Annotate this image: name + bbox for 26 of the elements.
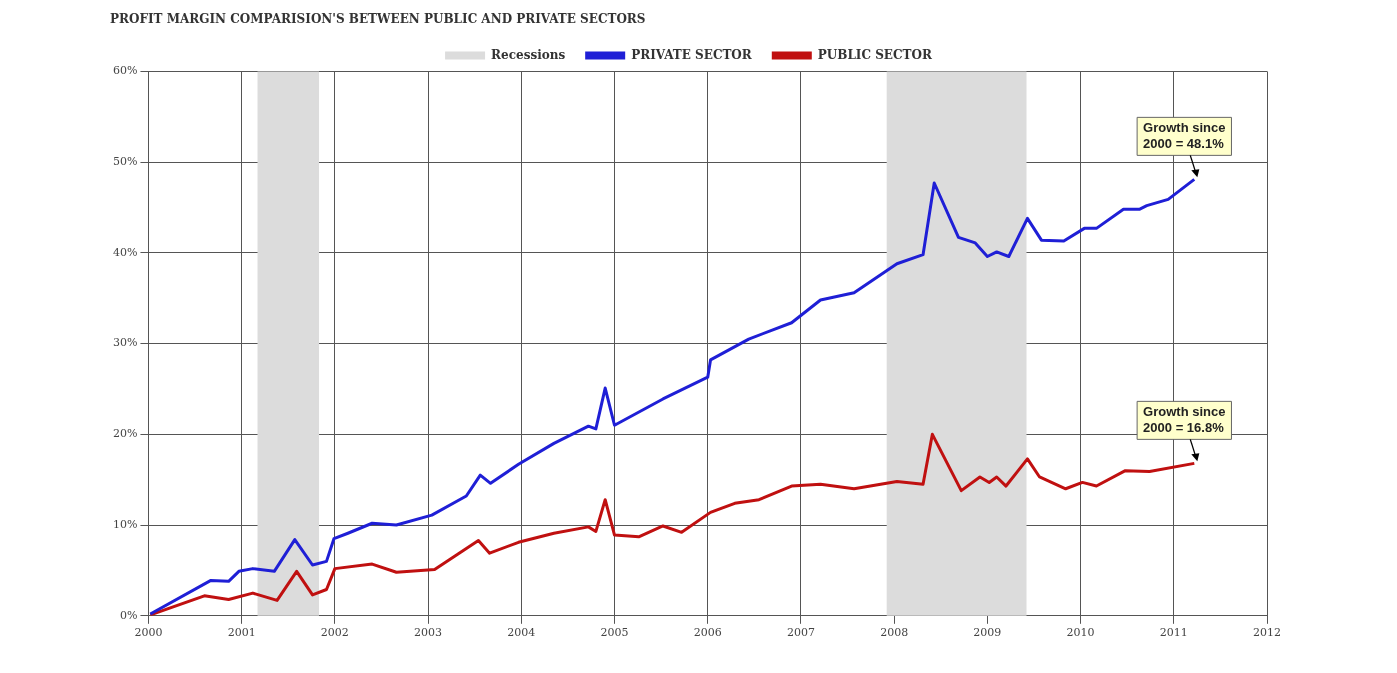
legend-label: PRIVATE SECTOR bbox=[631, 47, 753, 62]
x-tick-label: 2008 bbox=[880, 626, 909, 640]
x-tick-label: 2000 bbox=[134, 626, 163, 640]
y-tick-label: 30% bbox=[113, 336, 138, 350]
y-tick-label: 20% bbox=[113, 427, 138, 441]
x-tick-label: 2002 bbox=[320, 626, 349, 640]
legend-label: PUBLIC SECTOR bbox=[817, 47, 933, 62]
y-tick-label: 0% bbox=[120, 608, 138, 622]
x-tick-label: 2004 bbox=[507, 626, 536, 640]
x-tick-label: 2009 bbox=[973, 626, 1002, 640]
x-tick-label: 2007 bbox=[786, 626, 815, 640]
y-tick-label: 10% bbox=[113, 517, 138, 531]
x-tick-label: 2011 bbox=[1159, 626, 1188, 640]
x-tick-label: 2001 bbox=[227, 626, 256, 640]
y-tick-label: 50% bbox=[113, 154, 138, 168]
annotation: Growth since 2000 = 16.8% bbox=[1143, 403, 1226, 435]
legend-label: Recessions bbox=[491, 47, 566, 62]
chart-title: PROFIT MARGIN COMPARISION'S BETWEEN PUBLIC AND PRIVATE SECTORS bbox=[110, 12, 646, 27]
y-tick-label: 40% bbox=[113, 245, 138, 259]
annotation: Growth since 2000 = 48.1% bbox=[1143, 119, 1226, 151]
y-tick-label: 60% bbox=[113, 64, 138, 78]
x-tick-label: 2003 bbox=[414, 626, 443, 640]
x-tick-label: 2012 bbox=[1253, 626, 1281, 640]
x-tick-label: 2006 bbox=[693, 626, 722, 640]
x-tick-label: 2010 bbox=[1066, 626, 1095, 640]
x-tick-label: 2005 bbox=[600, 626, 629, 640]
